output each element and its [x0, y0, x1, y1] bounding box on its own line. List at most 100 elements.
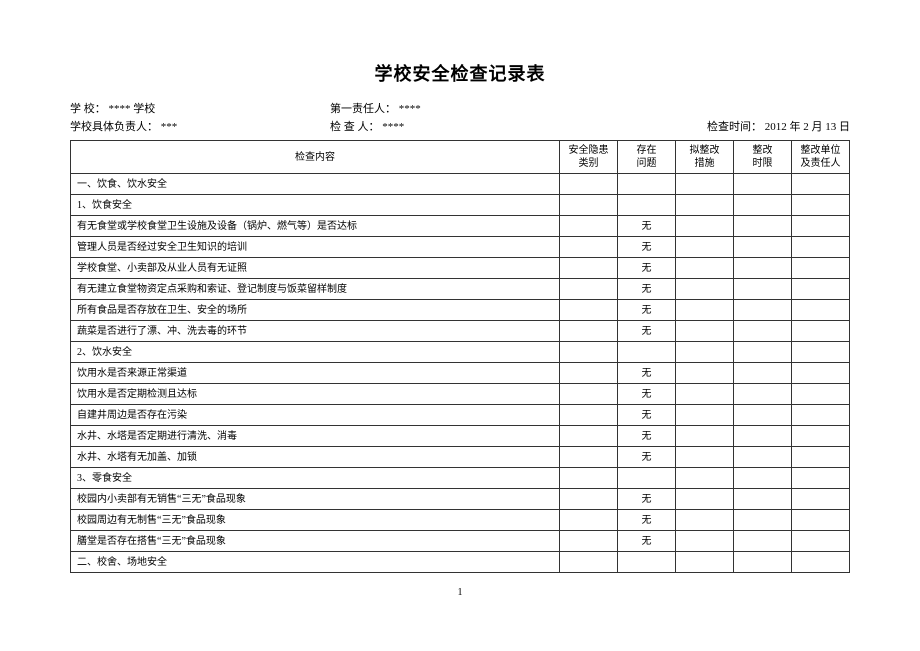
cell-a: [560, 195, 618, 216]
cell-b: [618, 342, 676, 363]
cell-d: [734, 216, 792, 237]
cell-b: 无: [618, 279, 676, 300]
cell-e: [792, 405, 850, 426]
cell-e: [792, 489, 850, 510]
cell-a: [560, 447, 618, 468]
page-number: 1: [70, 587, 850, 598]
table-row: 3、零食安全: [71, 468, 850, 489]
cell-c: [676, 279, 734, 300]
cell-b: 无: [618, 258, 676, 279]
school-specific-value: ***: [161, 121, 178, 133]
cell-content: 饮用水是否定期检测且达标: [71, 384, 560, 405]
cell-d: [734, 531, 792, 552]
cell-b: 无: [618, 531, 676, 552]
cell-b: [618, 468, 676, 489]
school-specific-label: 学校具体负责人：: [70, 121, 158, 133]
cell-e: [792, 552, 850, 573]
cell-content: 1、饮食安全: [71, 195, 560, 216]
cell-d: [734, 489, 792, 510]
cell-a: [560, 363, 618, 384]
cell-c: [676, 447, 734, 468]
cell-a: [560, 531, 618, 552]
cell-a: [560, 342, 618, 363]
cell-b: 无: [618, 363, 676, 384]
table-row: 水井、水塔是否定期进行清洗、消毒 无: [71, 426, 850, 447]
cell-a: [560, 489, 618, 510]
cell-e: [792, 384, 850, 405]
cell-e: [792, 531, 850, 552]
cell-d: [734, 342, 792, 363]
cell-c: [676, 426, 734, 447]
cell-b: 无: [618, 216, 676, 237]
cell-b: 无: [618, 405, 676, 426]
cell-content: 蔬菜是否进行了漂、冲、洗去毒的环节: [71, 321, 560, 342]
cell-e: [792, 237, 850, 258]
cell-content: 有无建立食堂物资定点采购和索证、登记制度与饭菜留样制度: [71, 279, 560, 300]
table-row: 1、饮食安全: [71, 195, 850, 216]
cell-c: [676, 552, 734, 573]
cell-content: 2、饮水安全: [71, 342, 560, 363]
cell-b: [618, 552, 676, 573]
cell-a: [560, 384, 618, 405]
cell-c: [676, 321, 734, 342]
cell-b: 无: [618, 489, 676, 510]
cell-e: [792, 468, 850, 489]
meta-row-1: 学 校： **** 学校 第一责任人： ****: [70, 100, 850, 118]
cell-d: [734, 279, 792, 300]
meta-row-2: 学校具体负责人： *** 检 查 人： **** 检查时间： 2012 年 2 …: [70, 118, 850, 136]
cell-a: [560, 258, 618, 279]
meta-inspector: 检 查 人： ****: [330, 118, 590, 136]
cell-a: [560, 321, 618, 342]
cell-content: 饮用水是否来源正常渠道: [71, 363, 560, 384]
cell-e: [792, 174, 850, 195]
cell-d: [734, 363, 792, 384]
cell-a: [560, 279, 618, 300]
cell-a: [560, 300, 618, 321]
cell-c: [676, 195, 734, 216]
cell-content: 二、校舍、场地安全: [71, 552, 560, 573]
th-responsible: 整改单位及责任人: [792, 141, 850, 174]
cell-b: 无: [618, 237, 676, 258]
cell-b: 无: [618, 426, 676, 447]
inspector-value: ****: [382, 121, 404, 133]
cell-e: [792, 363, 850, 384]
cell-e: [792, 342, 850, 363]
cell-d: [734, 237, 792, 258]
table-body: 一、饮食、饮水安全1、饮食安全有无食堂或学校食堂卫生设施及设备（锅炉、燃气等）是…: [71, 174, 850, 573]
cell-content: 校园内小卖部有无销售“三无”食品现象: [71, 489, 560, 510]
meta-first-responsible: 第一责任人： ****: [330, 100, 590, 118]
table-row: 饮用水是否定期检测且达标 无: [71, 384, 850, 405]
cell-b: 无: [618, 510, 676, 531]
table-row: 二、校舍、场地安全: [71, 552, 850, 573]
table-row: 学校食堂、小卖部及从业人员有无证照无: [71, 258, 850, 279]
cell-b: 无: [618, 321, 676, 342]
cell-content: 3、零食安全: [71, 468, 560, 489]
cell-c: [676, 258, 734, 279]
th-problem: 存在问题: [618, 141, 676, 174]
cell-c: [676, 405, 734, 426]
meta-date: 检查时间： 2012 年 2 月 13 日: [590, 118, 850, 136]
cell-d: [734, 447, 792, 468]
th-measure: 拟整改措施: [676, 141, 734, 174]
cell-d: [734, 426, 792, 447]
table-row: 2、饮水安全: [71, 342, 850, 363]
cell-d: [734, 405, 792, 426]
table-row: 水井、水塔有无加盖、加锁无: [71, 447, 850, 468]
cell-c: [676, 384, 734, 405]
school-value: **** 学校: [109, 103, 156, 115]
cell-b: 无: [618, 384, 676, 405]
cell-c: [676, 363, 734, 384]
cell-a: [560, 237, 618, 258]
cell-c: [676, 174, 734, 195]
cell-d: [734, 258, 792, 279]
cell-e: [792, 279, 850, 300]
cell-c: [676, 531, 734, 552]
cell-c: [676, 489, 734, 510]
table-row: 管理人员是否经过安全卫生知识的培训无: [71, 237, 850, 258]
cell-a: [560, 468, 618, 489]
table-row: 膳堂是否存在搭售“三无”食品现象无: [71, 531, 850, 552]
date-label: 检查时间：: [707, 121, 762, 133]
cell-c: [676, 216, 734, 237]
cell-content: 水井、水塔是否定期进行清洗、消毒: [71, 426, 560, 447]
page-title: 学校安全检查记录表: [70, 60, 850, 86]
